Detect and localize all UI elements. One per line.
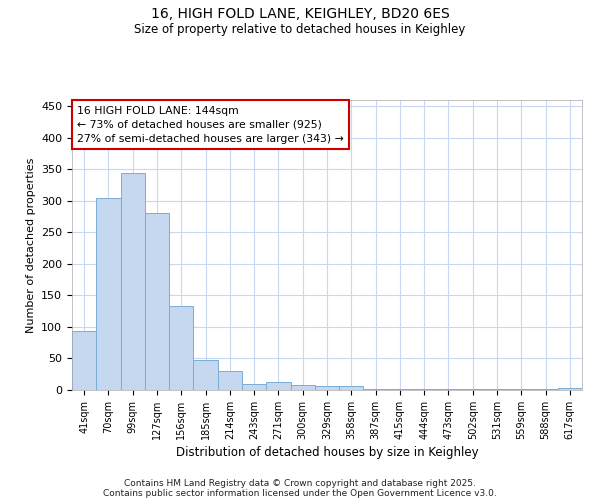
Bar (364, 388, 388, 390)
Y-axis label: Number of detached properties: Number of detached properties (26, 158, 35, 332)
Text: Size of property relative to detached houses in Keighley: Size of property relative to detached ho… (134, 22, 466, 36)
Text: 16, HIGH FOLD LANE, KEIGHLEY, BD20 6ES: 16, HIGH FOLD LANE, KEIGHLEY, BD20 6ES (151, 8, 449, 22)
Bar (315, 386, 339, 390)
Bar (96, 198, 121, 390)
Bar (72, 332, 96, 390)
Bar (266, 382, 290, 390)
Bar (145, 214, 169, 390)
Text: 16 HIGH FOLD LANE: 144sqm
← 73% of detached houses are smaller (925)
27% of semi: 16 HIGH FOLD LANE: 144sqm ← 73% of detac… (77, 106, 344, 144)
Bar (558, 388, 582, 390)
Bar (339, 386, 364, 390)
Bar (193, 360, 218, 390)
Bar (218, 371, 242, 390)
Text: Contains public sector information licensed under the Open Government Licence v3: Contains public sector information licen… (103, 488, 497, 498)
Bar (169, 306, 193, 390)
Bar (121, 172, 145, 390)
Bar (242, 384, 266, 390)
Text: Contains HM Land Registry data © Crown copyright and database right 2025.: Contains HM Land Registry data © Crown c… (124, 478, 476, 488)
X-axis label: Distribution of detached houses by size in Keighley: Distribution of detached houses by size … (176, 446, 478, 459)
Bar (290, 385, 315, 390)
